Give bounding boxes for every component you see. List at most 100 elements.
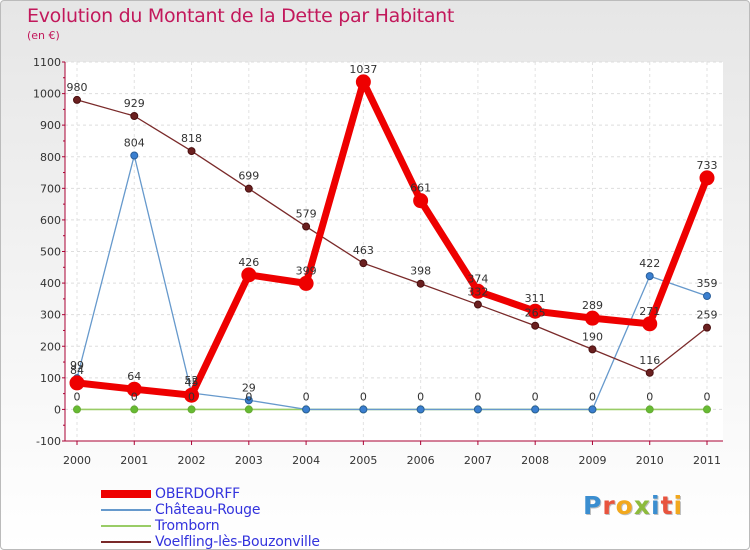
chart-subtitle: (en €): [27, 29, 60, 42]
data-label-voelfling-les-bouzonville: 116: [639, 354, 660, 367]
data-label-oberdorff: 84: [70, 364, 84, 377]
data-label-voelfling-les-bouzonville: 579: [296, 208, 317, 221]
x-tick-label: 2008: [521, 454, 549, 467]
y-tick-label: 1100: [33, 56, 61, 69]
data-label-chateau-rouge: 422: [639, 257, 660, 270]
data-label-oberdorff: 733: [697, 159, 718, 172]
legend-label: OBERDORFF: [155, 486, 241, 502]
y-tick-label: 900: [40, 119, 61, 132]
data-point-oberdorff: [699, 170, 715, 186]
x-tick-label: 2002: [178, 454, 206, 467]
series-line-voelfling-les-bouzonville: [76, 99, 708, 374]
data-label-voelfling-les-bouzonville: 190: [582, 330, 603, 343]
data-label-voelfling-les-bouzonville: 259: [697, 309, 718, 322]
data-point-voelfling-les-bouzonville: [359, 259, 368, 268]
data-label-oberdorff: 1037: [349, 63, 377, 76]
data-label-oberdorff: 271: [639, 305, 660, 318]
x-tick-label: 2007: [464, 454, 492, 467]
proxiti-logo: Proxiti: [583, 491, 683, 520]
data-point-tromborn: [130, 405, 139, 414]
data-point-chateau-rouge: [302, 405, 311, 414]
data-point-voelfling-les-bouzonville: [244, 184, 253, 193]
data-point-chateau-rouge: [588, 405, 597, 414]
data-label-tromborn: 0: [188, 390, 195, 403]
data-point-voelfling-les-bouzonville: [302, 222, 311, 231]
data-point-chateau-rouge: [130, 151, 139, 160]
data-point-oberdorff: [413, 193, 429, 209]
data-point-tromborn: [73, 405, 81, 414]
legend-swatch: [101, 490, 151, 498]
data-label-voelfling-les-bouzonville: 265: [525, 307, 546, 320]
logo-letter: P: [583, 491, 603, 520]
data-point-oberdorff: [355, 74, 371, 90]
data-point-chateau-rouge: [473, 405, 482, 414]
data-label-oberdorff: 661: [410, 182, 431, 195]
legend-swatch: [101, 509, 151, 511]
y-tick-label: 500: [40, 246, 61, 259]
data-label-oberdorff: 64: [127, 370, 141, 383]
data-point-voelfling-les-bouzonville: [703, 323, 711, 332]
data-point-oberdorff: [298, 275, 314, 291]
data-point-oberdorff: [241, 267, 257, 283]
y-tick-label: 200: [40, 340, 61, 353]
y-tick-label: -100: [36, 435, 61, 448]
logo-letter: i: [651, 491, 661, 520]
legend-swatch: [101, 541, 151, 543]
data-label-voelfling-les-bouzonville: 699: [238, 170, 259, 183]
data-label-voelfling-les-bouzonville: 332: [467, 286, 488, 299]
data-point-tromborn: [244, 405, 253, 414]
logo-letter: x: [633, 491, 651, 520]
data-point-chateau-rouge: [244, 396, 253, 405]
data-point-oberdorff: [470, 283, 486, 299]
x-tick-label: 2003: [235, 454, 263, 467]
data-point-voelfling-les-bouzonville: [187, 147, 196, 156]
data-point-voelfling-les-bouzonville: [473, 300, 482, 309]
data-label-tromborn: 0: [74, 390, 81, 403]
y-tick-label: 0: [54, 403, 61, 416]
y-tick-label: 400: [40, 277, 61, 290]
logo-letter: i: [673, 491, 684, 520]
data-label-chateau-rouge: 0: [417, 390, 424, 403]
data-point-voelfling-les-bouzonville: [130, 112, 139, 121]
logo-letter: o: [615, 491, 634, 520]
x-tick-label: 2005: [349, 454, 377, 467]
data-label-chateau-rouge: 0: [303, 390, 310, 403]
x-tick-label: 2000: [63, 454, 91, 467]
data-point-chateau-rouge: [359, 405, 368, 414]
legend-item: Voelfling-lès-Bouzonville: [101, 534, 320, 549]
data-label-oberdorff: 289: [582, 299, 603, 312]
y-tick-label: 1000: [33, 88, 61, 101]
data-label-oberdorff: 45: [185, 376, 199, 389]
data-point-voelfling-les-bouzonville: [645, 368, 654, 377]
y-tick-label: 800: [40, 151, 61, 164]
x-tick-label: 2010: [636, 454, 664, 467]
x-tick-label: 2006: [407, 454, 435, 467]
legend-label: Tromborn: [155, 518, 220, 534]
logo-letter: t: [660, 491, 674, 520]
series-line-oberdorff: [73, 78, 711, 399]
data-label-voelfling-les-bouzonville: 398: [410, 265, 431, 278]
data-point-voelfling-les-bouzonville: [73, 95, 81, 104]
data-label-chateau-rouge: 0: [360, 390, 367, 403]
data-point-tromborn: [703, 405, 711, 414]
x-tick-label: 2001: [120, 454, 148, 467]
legend-swatch: [101, 525, 151, 527]
data-label-tromborn: 0: [131, 390, 138, 403]
data-point-oberdorff: [126, 381, 142, 397]
data-point-oberdorff: [69, 375, 85, 391]
data-label-chateau-rouge: 52: [185, 374, 199, 387]
x-tick-label: 2011: [693, 454, 721, 467]
data-label-chateau-rouge: 804: [124, 136, 145, 149]
legend-item: Château-Rouge: [101, 502, 320, 518]
data-point-oberdorff: [527, 303, 543, 319]
data-label-voelfling-les-bouzonville: 463: [353, 244, 374, 257]
x-tick-label: 2004: [292, 454, 320, 467]
legend-item: OBERDORFF: [101, 486, 320, 502]
data-label-voelfling-les-bouzonville: 929: [124, 97, 145, 110]
data-point-oberdorff: [584, 310, 600, 326]
data-point-voelfling-les-bouzonville: [588, 345, 597, 354]
data-point-tromborn: [645, 405, 654, 414]
data-label-tromborn: 0: [646, 390, 653, 403]
y-tick-label: 100: [40, 372, 61, 385]
